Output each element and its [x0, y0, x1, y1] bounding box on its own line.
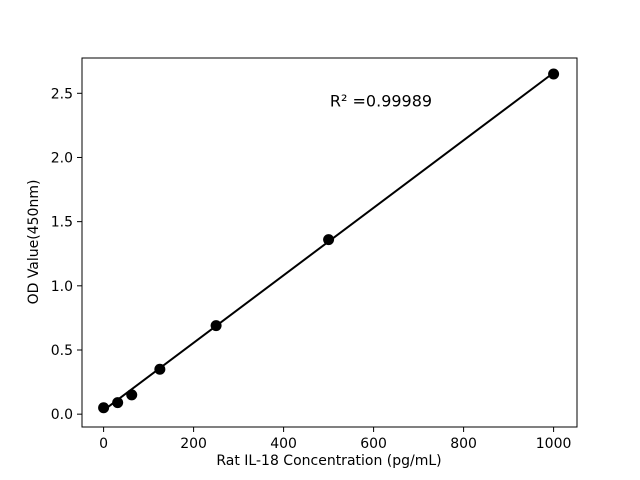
x-tick-label: 200	[180, 436, 207, 452]
data-point	[98, 402, 110, 414]
x-tick-label: 1000	[536, 436, 572, 452]
y-axis-label: OD Value(450nm)	[26, 179, 42, 305]
y-tick-label: 0.0	[51, 407, 73, 423]
x-tick-label: 0	[99, 436, 108, 452]
data-point	[323, 234, 335, 246]
data-point	[126, 389, 138, 401]
y-tick-label: 1.5	[51, 215, 73, 231]
y-tick-label: 1.0	[51, 279, 73, 295]
x-axis-label: Rat IL-18 Concentration (pg/mL)	[216, 453, 442, 469]
data-point	[154, 363, 166, 375]
x-tick-label: 800	[450, 436, 477, 452]
data-point	[112, 397, 124, 409]
r-squared-annotation: R² =0.99989	[329, 91, 433, 111]
x-tick-label: 400	[270, 436, 297, 452]
y-tick-label: 2.5	[51, 86, 73, 102]
plot-border	[81, 57, 578, 428]
y-tick-label: 2.0	[51, 150, 73, 166]
data-point	[210, 320, 222, 332]
x-tick-label: 600	[360, 436, 387, 452]
data-point	[548, 68, 560, 80]
y-tick-label: 0.5	[51, 343, 73, 359]
